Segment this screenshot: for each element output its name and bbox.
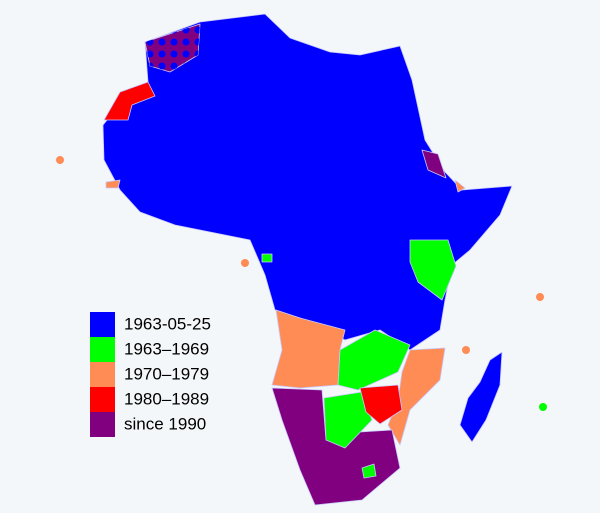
region <box>359 384 403 425</box>
island <box>462 346 470 354</box>
region <box>323 391 373 449</box>
legend-swatch <box>90 387 115 412</box>
region <box>387 347 446 446</box>
legend-label: 1963–1969 <box>124 339 209 358</box>
legend-swatch <box>90 337 115 362</box>
region-pattern <box>145 24 200 72</box>
legend-label: 1980–1989 <box>124 389 209 408</box>
legend: 1963-05-25 1963–1969 1970–1979 1980–1989 sin… <box>90 312 211 437</box>
island <box>241 259 249 267</box>
legend-swatch <box>90 412 115 437</box>
region <box>337 329 411 391</box>
legend-swatch <box>90 362 115 387</box>
legend-swatch <box>90 312 115 337</box>
region <box>459 351 503 443</box>
island <box>536 293 544 301</box>
island <box>56 156 64 164</box>
legend-label: 1970–1979 <box>124 364 209 383</box>
region <box>421 149 447 179</box>
legend-label: since 1990 <box>124 414 206 433</box>
region <box>102 13 513 351</box>
region <box>103 81 156 121</box>
region <box>105 179 121 189</box>
region <box>361 463 377 479</box>
region <box>454 179 466 193</box>
legend-label: 1963-05-25 <box>124 314 211 333</box>
region <box>409 239 457 301</box>
region <box>261 253 273 263</box>
island <box>539 403 547 411</box>
